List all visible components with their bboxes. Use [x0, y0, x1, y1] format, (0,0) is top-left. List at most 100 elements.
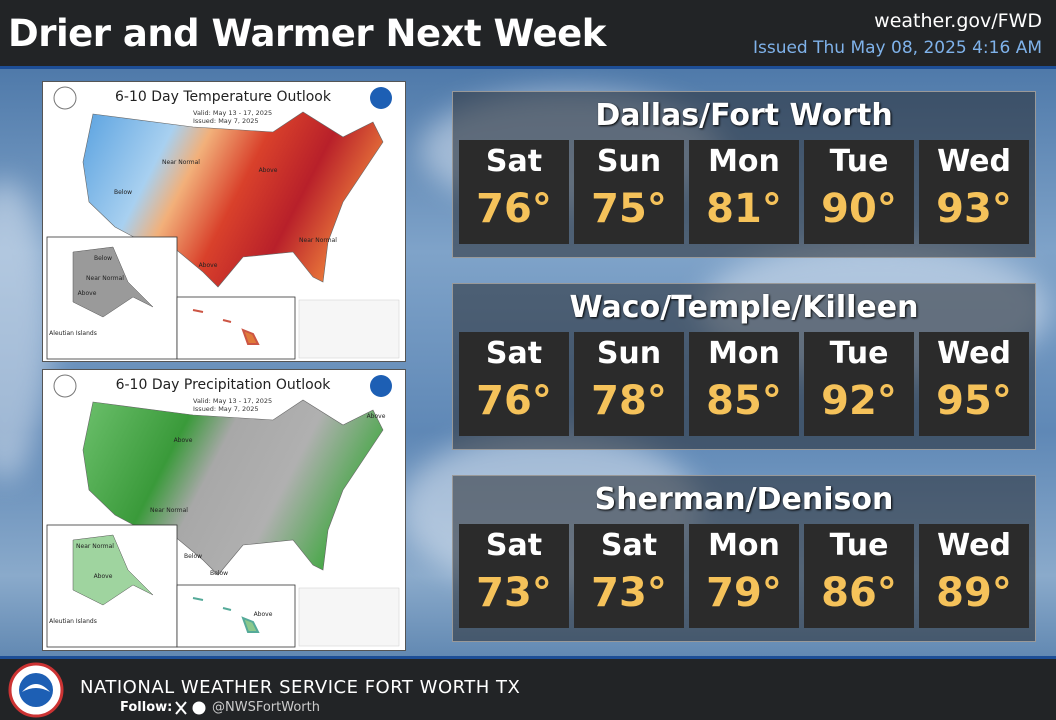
region-label: Aleutian Islands	[49, 330, 97, 337]
region-label: Near Normal	[76, 543, 114, 550]
outlook-map: 6-10 Day Precipitation Outlook Valid: May…	[42, 369, 406, 651]
day-name: Sun	[596, 336, 662, 371]
high-temp: 81°	[706, 186, 782, 232]
high-temp: 92°	[821, 378, 897, 424]
day-cell: Sun 75°	[574, 140, 684, 244]
legend	[298, 587, 400, 647]
header: Drier and Warmer Next Week weather.gov/F…	[0, 0, 1056, 69]
city-name: Waco/Temple/Killeen	[569, 290, 919, 325]
region-label: Above	[254, 611, 273, 618]
day-cell: Tue 92°	[804, 332, 914, 436]
region-label: Near Normal	[162, 159, 200, 166]
high-temp: 89°	[936, 570, 1012, 616]
map-graphic: 6-10 Day Temperature Outlook Valid: May 1…	[46, 86, 400, 360]
region-label: Near Normal	[299, 237, 337, 244]
agency-logo	[370, 87, 392, 109]
day-cell: Wed 93°	[919, 140, 1029, 244]
map-title: 6-10 Day Precipitation Outlook	[116, 377, 332, 393]
high-temp: 73°	[591, 570, 667, 616]
region-label: Below	[210, 570, 228, 577]
region-label: Above	[367, 413, 386, 420]
day-name: Mon	[708, 336, 780, 371]
high-temp: 75°	[591, 186, 667, 232]
website: weather.gov/FWD	[874, 10, 1042, 32]
region-label: Near Normal	[150, 507, 188, 514]
high-temp: 78°	[591, 378, 667, 424]
high-temp: 93°	[936, 186, 1012, 232]
agency-logo	[53, 374, 77, 398]
agency-logo	[370, 375, 392, 397]
day-name: Sat	[485, 144, 543, 179]
high-temp: 86°	[821, 570, 897, 616]
high-temp: 73°	[476, 570, 552, 616]
day-cell: Wed 89°	[919, 524, 1029, 628]
forecast-panel: Sherman/Denison Sat 73° Sat 73° Mon 79° Tue 86° W…	[452, 475, 1036, 642]
hawaii	[192, 597, 260, 633]
forecast-panel: Waco/Temple/Killeen Sat 76° Sun 78° Mon 85° Tue…	[452, 283, 1036, 450]
city-name: Sherman/Denison	[594, 482, 894, 517]
day-name: Tue	[829, 528, 889, 563]
high-temp: 76°	[476, 186, 552, 232]
region-label: Below	[184, 553, 202, 560]
day-name: Mon	[708, 528, 780, 563]
day-name: Wed	[937, 528, 1011, 563]
city-name: Dallas/Fort Worth	[595, 98, 893, 133]
footer: NATIONAL WEATHER SERVICE FORT WORTH TX F…	[0, 656, 1056, 720]
high-temp: 95°	[936, 378, 1012, 424]
day-cell: Mon 85°	[689, 332, 799, 436]
region-label: Above	[94, 573, 113, 580]
region-label: Near Normal	[86, 275, 124, 282]
day-name: Mon	[708, 144, 780, 179]
map-title: 6-10 Day Temperature Outlook	[115, 89, 332, 105]
agency-logo	[53, 86, 77, 110]
day-cell: Tue 90°	[804, 140, 914, 244]
day-cell: Sat 76°	[459, 332, 569, 436]
day-cell: Sat 73°	[574, 524, 684, 628]
day-name: Wed	[937, 336, 1011, 371]
issued: Issued Thu May 08, 2025 4:16 AM	[752, 38, 1042, 58]
day-cell: Wed 95°	[919, 332, 1029, 436]
hawaii	[192, 309, 260, 345]
alaska	[72, 534, 154, 606]
valid-dates: Valid: May 13 - 17, 2025	[193, 109, 272, 117]
map-graphic: 6-10 Day Precipitation Outlook Valid: May…	[46, 374, 400, 648]
alaska	[72, 246, 154, 318]
day-cell: Sat 73°	[459, 524, 569, 628]
region-label: Below	[114, 189, 132, 196]
region-label: Above	[199, 262, 218, 269]
hawaii-inset	[176, 296, 296, 360]
region-label: Above	[259, 167, 278, 174]
region-label: Below	[94, 255, 112, 262]
high-temp: 76°	[476, 378, 552, 424]
hawaii-inset	[176, 584, 296, 648]
title: Drier and Warmer Next Week	[8, 12, 606, 55]
issued-date: Issued: May 7, 2025	[193, 117, 259, 125]
region-label: Above	[174, 437, 193, 444]
follow-label: Follow:	[120, 700, 173, 715]
nws-logo	[8, 662, 64, 718]
high-temp: 79°	[706, 570, 782, 616]
high-temp: 85°	[706, 378, 782, 424]
office-name: NATIONAL WEATHER SERVICE FORT WORTH TX	[80, 677, 521, 698]
day-name: Tue	[829, 336, 889, 371]
valid-dates: Valid: May 13 - 17, 2025	[193, 397, 272, 405]
forecast-panel: Dallas/Fort Worth Sat 76° Sun 75° Mon 81° Tue 90…	[452, 91, 1036, 258]
day-name: Wed	[937, 144, 1011, 179]
outlook-map: 6-10 Day Temperature Outlook Valid: May 1…	[42, 81, 406, 362]
day-name: Sat	[600, 528, 658, 563]
region-label: Aleutian Islands	[49, 618, 97, 625]
day-name: Tue	[829, 144, 889, 179]
social-icons	[175, 701, 206, 715]
region-label: Above	[78, 290, 97, 297]
high-temp: 90°	[821, 186, 897, 232]
issued-date: Issued: May 7, 2025	[193, 405, 259, 413]
day-cell: Sat 76°	[459, 140, 569, 244]
day-cell: Mon 79°	[689, 524, 799, 628]
day-cell: Tue 86°	[804, 524, 914, 628]
day-name: Sat	[485, 336, 543, 371]
social-handle: @NWSFortWorth	[212, 700, 320, 715]
day-cell: Mon 81°	[689, 140, 799, 244]
day-cell: Sun 78°	[574, 332, 684, 436]
legend	[298, 299, 400, 359]
